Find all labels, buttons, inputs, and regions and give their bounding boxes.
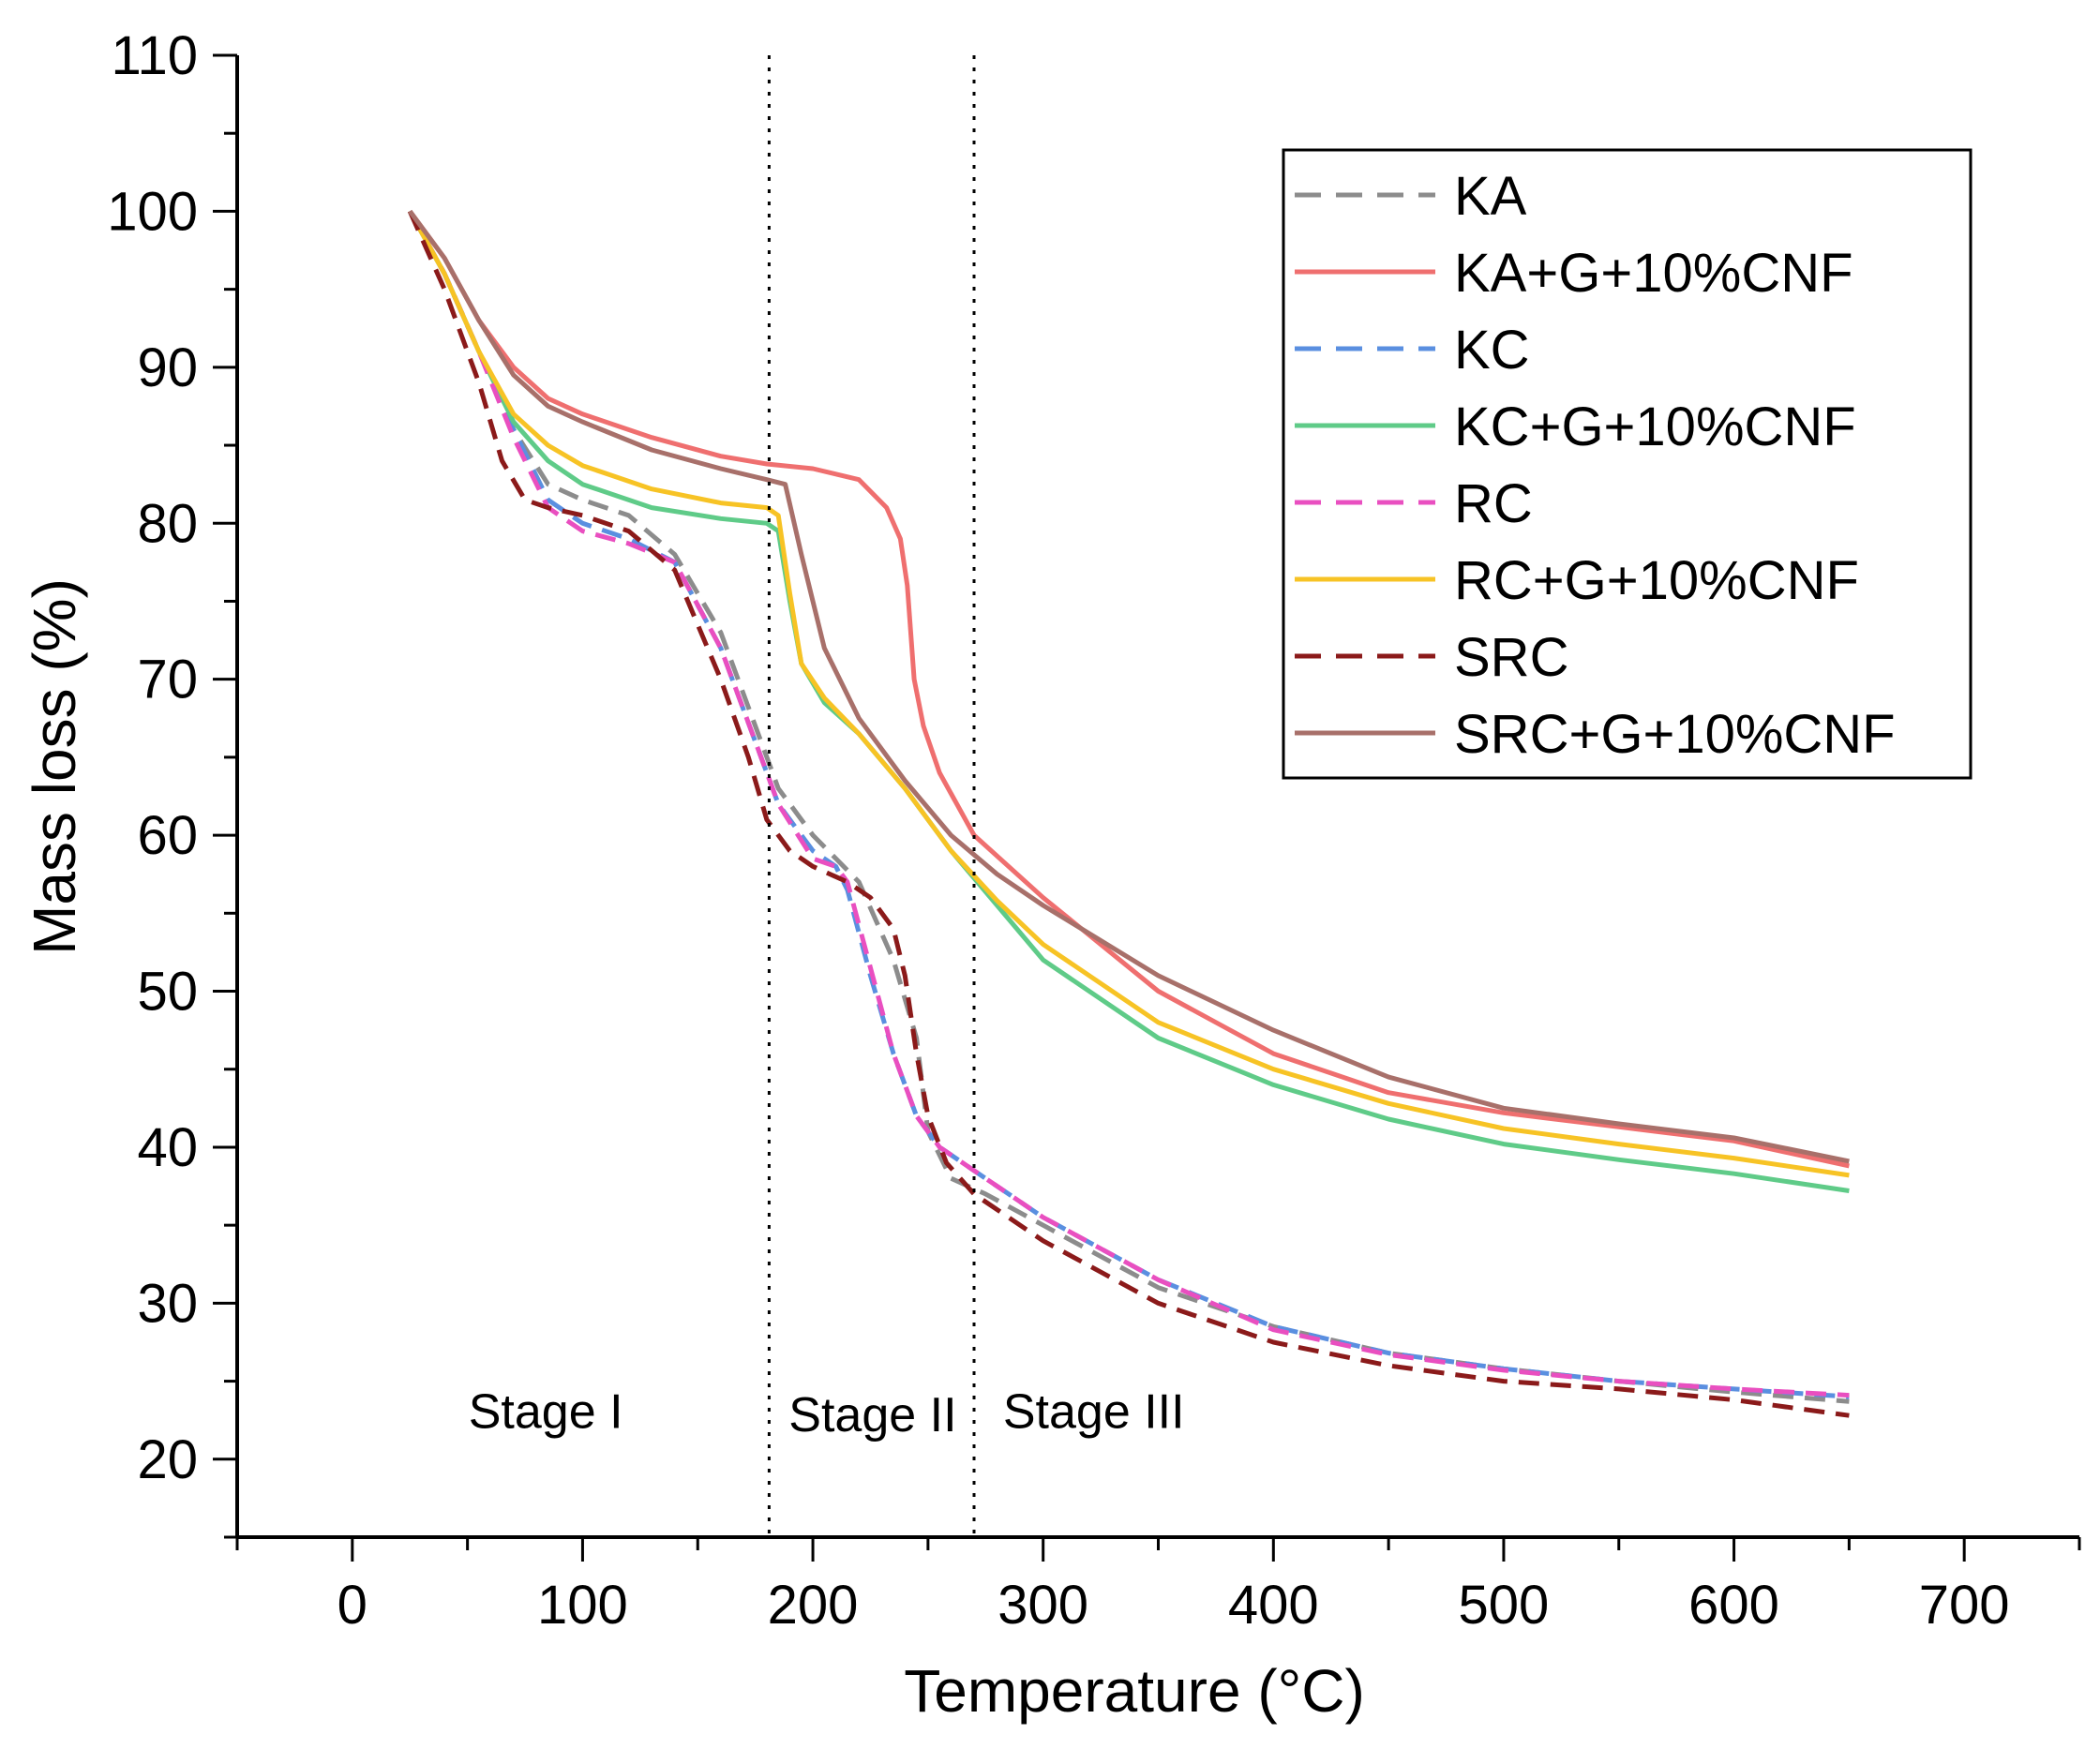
series-line-src-g-10-cnf <box>408 209 1850 1164</box>
stage-boundaries <box>767 55 976 1537</box>
axes: 0 100 200 300 400 500 600 700 20 30 40 50 60 70 80 90 10… <box>107 25 2081 1636</box>
legend-label: SRC <box>1454 627 1568 688</box>
x-tick-label: 400 <box>1228 1575 1319 1636</box>
y-tick-label: 60 <box>137 805 198 866</box>
y-tick-label: 80 <box>137 493 198 554</box>
x-tick-label: 300 <box>998 1575 1088 1636</box>
y-tick-label: 110 <box>112 25 198 86</box>
y-tick-label: 100 <box>107 181 198 242</box>
plot-lines <box>407 209 1850 1418</box>
x-axis-title: Temperature (°C) <box>904 1657 1365 1725</box>
legend-label: KC <box>1454 320 1530 381</box>
legend-box <box>1282 148 1972 780</box>
series-line-rc <box>408 210 1850 1398</box>
legend-label: RC+G+10%CNF <box>1454 550 1859 611</box>
y-tick-label: 70 <box>137 650 198 710</box>
x-tick-label: 700 <box>1919 1575 2010 1636</box>
stage-1-label: Stage I <box>469 1385 623 1440</box>
legend-label: SRC+G+10%CNF <box>1454 704 1896 765</box>
y-tick-label: 40 <box>137 1117 198 1178</box>
y-tick-label: 30 <box>137 1273 198 1334</box>
x-tick-label: 200 <box>768 1575 859 1636</box>
series-line-ka-g-10-cnf <box>408 209 1850 1169</box>
y-axis-title: Mass loss (%) <box>21 578 88 955</box>
y-tick-label: 20 <box>137 1429 198 1490</box>
legend-label: KA <box>1454 166 1527 227</box>
legend: KA KA+G+10%CNF KC KC+G+10%CNF RC RC+G+10%CNF S… <box>1282 148 1972 780</box>
legend-label: RC <box>1454 473 1533 534</box>
stage-3-label: Stage III <box>1003 1385 1185 1440</box>
stage-labels: Stage I Stage II Stage III <box>469 1385 1185 1443</box>
series-line-rc-g-10-cnf <box>408 210 1850 1178</box>
y-tick-label: 50 <box>137 962 198 1023</box>
stage-2-label: Stage II <box>788 1388 956 1443</box>
legend-label: KC+G+10%CNF <box>1454 396 1856 457</box>
series-line-kc-g-10-cnf <box>408 210 1850 1193</box>
series-line-src <box>407 210 1850 1418</box>
x-tick-label: 500 <box>1459 1575 1550 1636</box>
x-tick-label: 600 <box>1688 1575 1779 1636</box>
x-tick-label: 0 <box>338 1575 368 1636</box>
x-tick-label: 100 <box>537 1575 628 1636</box>
legend-label: KA+G+10%CNF <box>1454 243 1853 304</box>
y-tick-label: 90 <box>137 337 198 398</box>
